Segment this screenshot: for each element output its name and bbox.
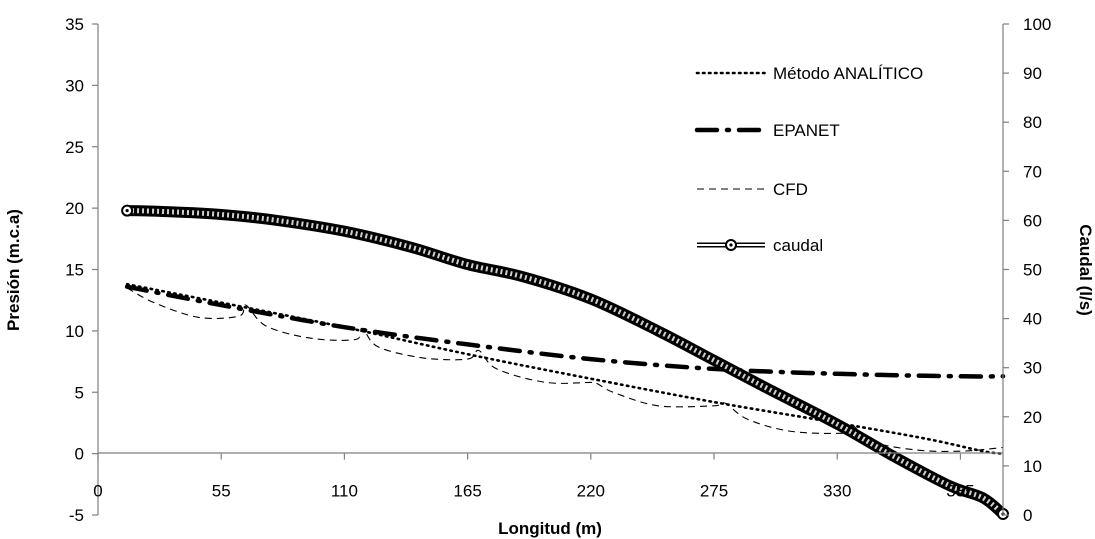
y-tick-label: -5 — [69, 506, 84, 525]
x-tick-label: 330 — [823, 482, 851, 501]
y2-tick-label: 80 — [1023, 113, 1042, 132]
x-tick-label: 110 — [331, 482, 358, 501]
series-caudal — [121, 204, 1009, 521]
legend-label: Método ANALÍTICO — [773, 64, 923, 83]
y2-tick-label: 30 — [1023, 359, 1042, 378]
y2-tick-label: 100 — [1023, 15, 1051, 34]
series-line — [124, 284, 1006, 379]
legend-item: caudal — [697, 236, 823, 255]
y2-tick-label: 60 — [1023, 211, 1042, 230]
x-axis-title: Longitud (m) — [498, 519, 602, 538]
x-tick-label: 385 — [946, 482, 974, 501]
legend-label: EPANET — [773, 121, 840, 140]
y-tick-label: 15 — [65, 261, 84, 280]
y2-tick-label: 50 — [1023, 261, 1042, 280]
ticks: -5 0 5 10 15 20 25 30 35 0 10 20 30 40 50 60 70 80 90 100 0 5… — [65, 15, 1051, 525]
y2-tick-label: 40 — [1023, 310, 1042, 329]
y2-tick-label: 20 — [1023, 408, 1042, 427]
caudal-line-markers — [127, 208, 1005, 516]
data-point-center — [125, 208, 129, 213]
y-tick-label: 10 — [65, 322, 84, 341]
y-tick-label: 30 — [65, 76, 84, 95]
y2-tick-label: 70 — [1023, 162, 1042, 181]
x-tick-label: 165 — [453, 482, 481, 501]
y-axis-title: Presión (m.c.a) — [4, 209, 23, 331]
legend-item: EPANET — [694, 121, 840, 140]
x-tick-label: 275 — [700, 482, 728, 501]
legend: Método ANALÍTICO EPANET CFD caudal — [694, 64, 923, 255]
y2-tick-label: 10 — [1023, 457, 1042, 476]
legend-label: CFD — [773, 180, 808, 199]
x-tick-label: 220 — [577, 482, 605, 501]
y2-axis-title: Caudal (l/s) — [1076, 224, 1095, 316]
x-tick-label: 55 — [212, 482, 231, 501]
series-line — [125, 282, 1005, 455]
x-tick-label: 0 — [93, 482, 102, 501]
y-tick-label: 5 — [75, 383, 84, 402]
plot-lines — [121, 204, 1009, 521]
legend-item: CFD — [697, 180, 808, 199]
y2-tick-label: 0 — [1023, 506, 1032, 525]
legend-item: Método ANALÍTICO — [695, 64, 923, 83]
series-m-todo-anal-tico — [125, 282, 1005, 455]
y-tick-label: 25 — [65, 138, 84, 157]
y-tick-label: 0 — [75, 445, 84, 464]
legend-label: caudal — [773, 236, 823, 255]
y-tick-label: 35 — [65, 15, 84, 34]
legend-marker-center — [729, 243, 733, 247]
caudal-line-outer — [121, 205, 1009, 520]
series-epanet — [124, 284, 1006, 379]
y2-tick-label: 90 — [1023, 64, 1042, 83]
y-tick-label: 20 — [65, 199, 84, 218]
